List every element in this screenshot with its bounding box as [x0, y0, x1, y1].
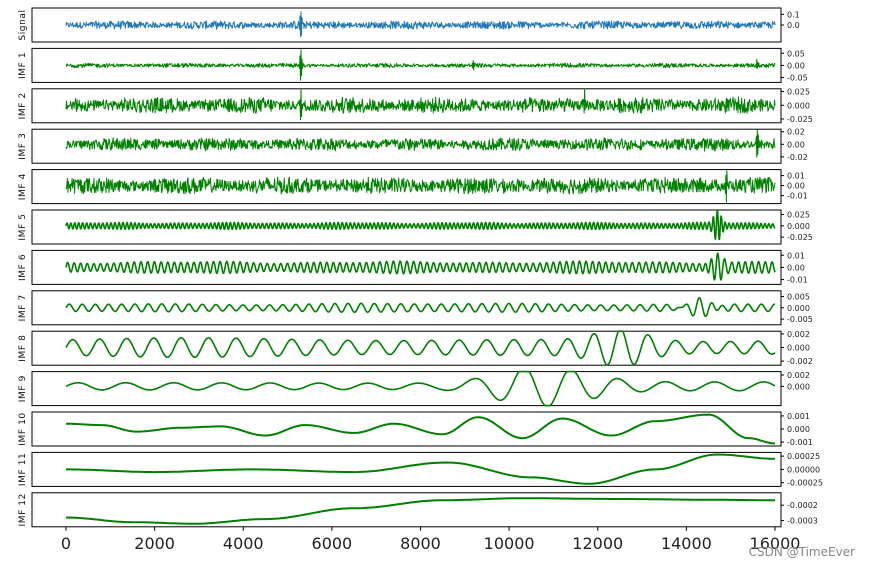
y-tick-label: -0.025 [787, 233, 813, 242]
panel-ylabel: IMF 5 [18, 213, 28, 240]
y-tick-label: 0.00 [787, 61, 805, 70]
series-line [65, 297, 776, 318]
panel-ylabel: IMF 6 [18, 254, 28, 281]
y-tick-label: 0.000 [787, 304, 810, 313]
y-tick-label: 0.025 [787, 211, 810, 220]
series-line [66, 413, 775, 445]
x-tick-label: 14000 [661, 534, 712, 553]
x-tick-label: 10000 [484, 534, 535, 553]
x-tick-label: 0 [61, 534, 71, 553]
y-tick-label: 0.025 [787, 88, 810, 97]
series-line [65, 497, 775, 525]
y-tick-label: 0.000 [787, 382, 810, 391]
y-tick-label: 0.02 [787, 128, 805, 137]
x-tick-label: 8000 [400, 534, 441, 553]
panel-frame [31, 209, 782, 245]
y-tick-label: 0.01 [787, 251, 805, 260]
series-line [66, 453, 776, 485]
y-tick-label: 0.000 [787, 222, 810, 231]
y-tick-label: -0.0002 [787, 501, 818, 510]
series-line [65, 370, 776, 407]
panel-ylabel: IMF 12 [18, 493, 28, 527]
y-tick-label: 0.00 [787, 182, 805, 191]
panel-ylabel: IMF 8 [18, 335, 28, 362]
y-tick-label: 0.00 [787, 140, 805, 149]
series-line [65, 330, 776, 366]
x-tick-label: 16000 [750, 534, 801, 553]
panel-frame [31, 451, 782, 487]
y-tick-label: 0.002 [787, 371, 810, 380]
y-tick-label: -0.0003 [787, 517, 818, 526]
panel-ylabel: IMF 1 [18, 52, 28, 79]
y-tick-label: -0.01 [787, 192, 808, 201]
panel-ylabel: IMF 7 [18, 294, 28, 321]
y-tick-label: -0.02 [787, 153, 808, 162]
y-tick-label: -0.005 [787, 315, 813, 324]
y-tick-label: -0.00025 [787, 479, 823, 488]
panel-ylabel: IMF 11 [18, 453, 28, 487]
y-tick-label: -0.025 [787, 115, 813, 124]
y-tick-label: 0.01 [787, 172, 805, 181]
y-tick-label: 0.001 [787, 412, 810, 421]
y-tick-label: -0.002 [787, 357, 813, 366]
y-tick-label: -0.01 [787, 276, 808, 285]
panel-ylabel: IMF 2 [18, 92, 28, 119]
panel-ylabel: IMF 3 [18, 133, 28, 160]
x-tick-label: 4000 [223, 534, 264, 553]
y-tick-label: 0.0 [787, 21, 800, 30]
panel-ylabel: IMF 9 [18, 375, 28, 402]
series-line [65, 129, 776, 158]
y-tick-label: 0.00000 [787, 465, 820, 474]
watermark: CSDN @TimeEver [748, 545, 855, 559]
y-tick-label: 0.002 [787, 330, 810, 339]
x-tick-label: 2000 [134, 534, 175, 553]
panel-frame [31, 169, 782, 205]
panel-ylabel: Signal [18, 9, 28, 40]
series-line [65, 49, 776, 81]
y-tick-label: 0.000 [787, 101, 810, 110]
y-tick-label: 0.00025 [787, 452, 820, 461]
series-line [65, 88, 776, 120]
panel-frame [31, 411, 782, 447]
panel-ylabel: IMF 4 [18, 173, 28, 200]
x-tick-label: 12000 [572, 534, 623, 553]
panel-frame [31, 492, 782, 528]
y-tick-label: 0.000 [787, 344, 810, 353]
y-tick-label: 0.05 [787, 49, 805, 58]
y-tick-label: -0.001 [787, 438, 813, 447]
panel-frame [31, 330, 782, 366]
series-line [65, 11, 776, 37]
panel-frame [31, 128, 782, 164]
series-line [65, 209, 776, 241]
panel-frame [31, 88, 782, 124]
panel-ylabel: IMF 10 [18, 412, 28, 446]
series-line [65, 170, 776, 203]
series-line [65, 252, 776, 281]
y-tick-label: 0.000 [787, 425, 810, 434]
y-tick-label: 0.00 [787, 263, 805, 272]
y-tick-label: 0.005 [787, 292, 810, 301]
y-tick-label: 0.1 [787, 10, 800, 19]
panel-frame [31, 371, 782, 407]
y-tick-label: -0.05 [787, 74, 808, 83]
x-tick-label: 6000 [312, 534, 353, 553]
